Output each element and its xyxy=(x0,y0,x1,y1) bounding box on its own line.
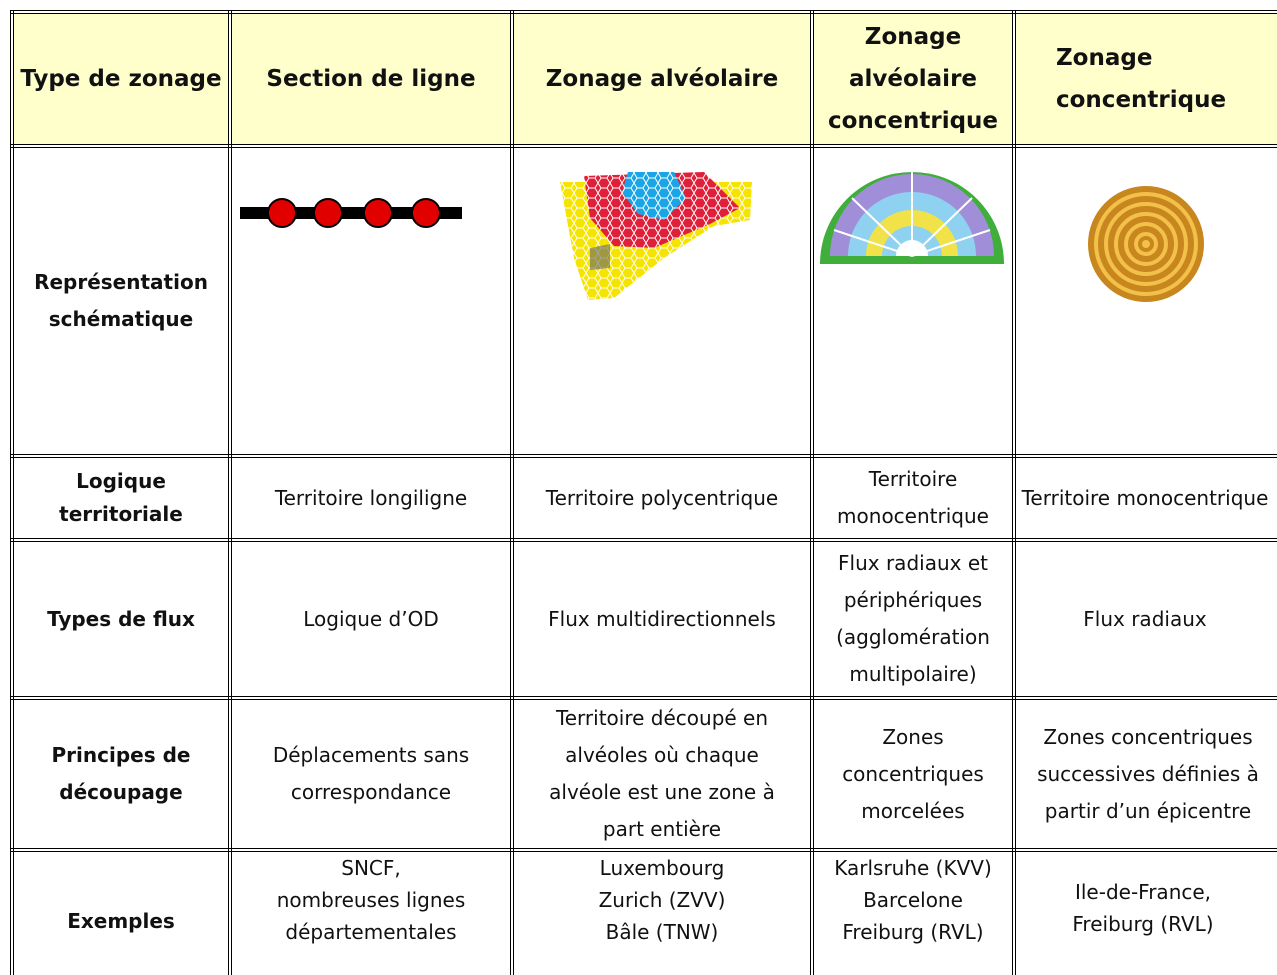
row: Principes de découpage Déplacements sans… xyxy=(10,696,1277,852)
row-label: Représentation schématique xyxy=(10,144,232,458)
schema-cell xyxy=(228,144,514,458)
cell-line: Zurich (ZVV) xyxy=(598,888,726,912)
cell: Karlsruhe (KVV) Barcelone Freiburg (RVL) xyxy=(810,848,1016,975)
cell: SNCF, nombreuses lignes départementales xyxy=(228,848,514,975)
cell-line: Ile-de-France, xyxy=(1074,880,1212,904)
schema-cell xyxy=(510,144,814,458)
cell: Zones concentriques successives définies… xyxy=(1012,696,1277,852)
row: Exemples SNCF, nombreuses lignes départem… xyxy=(10,848,1277,975)
header-cell: Zonage alvéolaire xyxy=(510,10,814,148)
cell: Déplacements sans correspondance xyxy=(228,696,514,852)
cell: Territoire découpé en alvéoles où chaque… xyxy=(510,696,814,852)
cell-line: Karlsruhe (KVV) xyxy=(834,856,992,880)
row-label: Exemples xyxy=(10,848,232,975)
cell: Zones concentriques morcelées xyxy=(810,696,1016,852)
header-cell: Zonage concentrique xyxy=(1012,10,1277,148)
cell: Territoire monocentrique xyxy=(1012,454,1277,542)
schema-cell xyxy=(810,144,1016,458)
cell-line: SNCF, xyxy=(341,856,401,880)
cell: Ile-de-France, Freiburg (RVL) xyxy=(1012,848,1277,975)
row-label: Logique territoriale xyxy=(10,454,232,542)
zoning-table: Type de zonage Section de ligne Zonage a… xyxy=(10,10,1277,975)
header-row: Type de zonage Section de ligne Zonage a… xyxy=(10,10,1277,148)
table-wrap: Type de zonage Section de ligne Zonage a… xyxy=(10,10,1277,975)
cell: Flux radiaux et périphériques (aggloméra… xyxy=(810,538,1016,700)
row: Logique territoriale Territoire longilig… xyxy=(10,454,1277,542)
line-schema xyxy=(240,198,462,228)
cell-line: Bâle (TNW) xyxy=(605,920,719,944)
cell: Territoire monocentrique xyxy=(810,454,1016,542)
cell: Territoire longiligne xyxy=(228,454,514,542)
cell-line: Barcelone xyxy=(863,888,963,912)
cell-line: Freiburg (RVL) xyxy=(842,920,984,944)
row: Représentation schématique xyxy=(10,144,1277,458)
row: Types de flux Logique d’OD Flux multidir… xyxy=(10,538,1277,700)
cell-line: nombreuses lignes départementales xyxy=(276,888,466,944)
header-cell: Type de zonage xyxy=(10,10,232,148)
concentric-schema xyxy=(1088,186,1204,302)
row-label: Principes de découpage xyxy=(10,696,232,852)
header-cell: Section de ligne xyxy=(228,10,514,148)
cell: Flux radiaux xyxy=(1012,538,1277,700)
row-label: Types de flux xyxy=(10,538,232,700)
cell: Flux multidirectionnels xyxy=(510,538,814,700)
cell: Territoire polycentrique xyxy=(510,454,814,542)
cell-line: Freiburg (RVL) xyxy=(1072,912,1214,936)
cell: Luxembourg Zurich (ZVV) Bâle (TNW) xyxy=(510,848,814,975)
cell-line: Luxembourg xyxy=(599,856,725,880)
semicircle-schema xyxy=(820,172,1004,264)
cell: Logique d’OD xyxy=(228,538,514,700)
header-cell: Zonage alvéolaire concentrique xyxy=(810,10,1016,148)
hex-schema xyxy=(560,172,752,300)
schema-cell xyxy=(1012,144,1277,458)
